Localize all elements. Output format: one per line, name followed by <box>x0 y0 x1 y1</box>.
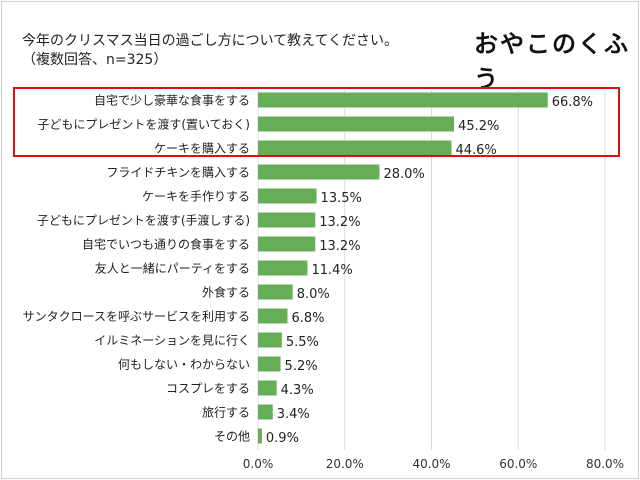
data-label: 45.2% <box>458 119 499 134</box>
bar <box>258 332 282 348</box>
data-label: 3.4% <box>277 407 310 422</box>
bar <box>258 260 308 276</box>
data-label: 5.2% <box>285 359 318 374</box>
bar <box>258 428 262 444</box>
x-tick-label: 0.0% <box>243 457 274 471</box>
x-tick-label: 40.0% <box>412 457 450 471</box>
x-tick-label: 60.0% <box>499 457 537 471</box>
data-label: 13.2% <box>319 215 360 230</box>
data-label: 0.9% <box>266 431 299 446</box>
data-label: 66.8% <box>552 95 593 110</box>
category-label: フライドチキンを購入する <box>106 166 250 180</box>
category-label: ケーキを購入する <box>154 142 250 156</box>
bar <box>258 212 316 228</box>
data-label: 6.8% <box>291 311 324 326</box>
bar <box>258 308 288 324</box>
bar <box>258 164 380 180</box>
highlight-box <box>13 87 620 157</box>
bar <box>258 116 455 132</box>
data-label: 4.3% <box>281 383 314 398</box>
category-label: イルミネーションを見に行く <box>94 334 250 348</box>
bar <box>258 380 277 396</box>
bar <box>258 140 452 156</box>
category-label: その他 <box>214 430 250 444</box>
bar <box>258 92 548 108</box>
x-tick-label: 20.0% <box>326 457 364 471</box>
bar <box>258 404 273 420</box>
category-label: 自宅でいつも通りの食事をする <box>82 237 250 252</box>
category-label: 子どもにプレゼントを渡す(手渡しする) <box>37 213 250 228</box>
category-label: 何もしない・わからない <box>118 358 250 372</box>
category-label: ケーキを手作りする <box>142 190 250 204</box>
category-label: 自宅で少し豪華な食事をする <box>94 93 250 108</box>
category-label: 子どもにプレゼントを渡す(置いておく) <box>37 117 250 132</box>
category-label: 旅行する <box>202 406 250 420</box>
data-label: 28.0% <box>383 167 424 182</box>
bar <box>258 188 317 204</box>
bar <box>258 284 293 300</box>
data-label: 44.6% <box>455 143 496 158</box>
category-label: サンタクロースを呼ぶサービスを利用する <box>23 310 250 324</box>
data-label: 8.0% <box>297 287 330 302</box>
chart-title-block: 今年のクリスマス当日の過ごし方について教えてください。 （複数回答、n=325） <box>22 32 398 70</box>
x-tick-label: 80.0% <box>586 457 624 471</box>
brand-logo: おやこのくふう <box>474 30 630 93</box>
category-label: コスプレをする <box>166 382 250 396</box>
data-label: 13.5% <box>321 191 362 206</box>
category-label: 外食する <box>202 285 250 300</box>
chart-subtitle: （複数回答、n=325） <box>22 52 168 68</box>
data-label: 13.2% <box>319 239 360 254</box>
bar <box>258 236 316 252</box>
data-label: 5.5% <box>286 335 319 350</box>
bar <box>258 356 281 372</box>
data-label: 11.4% <box>311 263 352 278</box>
chart-title: 今年のクリスマス当日の過ごし方について教えてください。 <box>22 33 399 49</box>
category-label: 友人と一緒にパーティをする <box>95 261 250 276</box>
